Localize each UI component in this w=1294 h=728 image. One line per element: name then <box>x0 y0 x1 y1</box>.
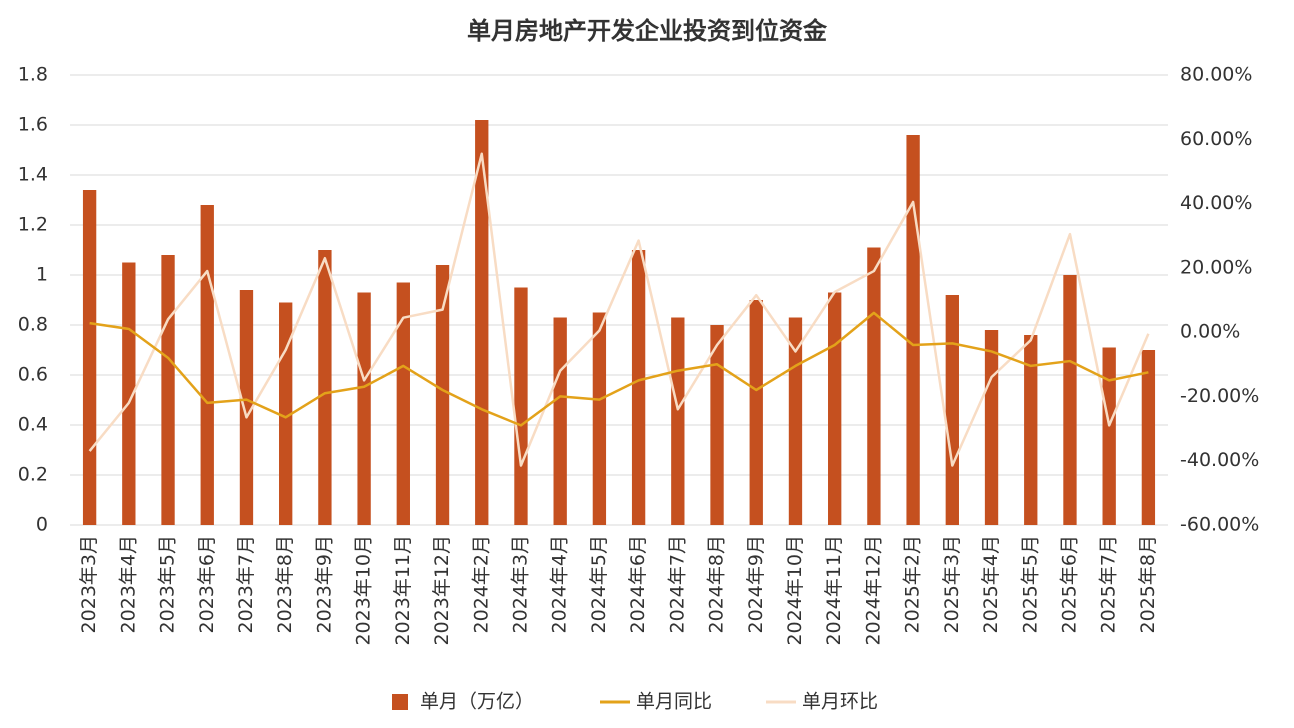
y-tick-label: 1.8 <box>18 64 48 86</box>
bar <box>200 205 214 525</box>
x-tick-label: 2023年6月 <box>196 535 218 633</box>
bar <box>906 135 920 525</box>
x-tick-label: 2023年11月 <box>392 535 414 646</box>
bar <box>514 287 528 525</box>
legend-swatch <box>392 694 408 710</box>
x-tick-label: 2024年10月 <box>784 535 806 646</box>
bar <box>82 190 97 525</box>
bar <box>475 120 489 525</box>
line <box>88 152 1150 467</box>
x-tick-label: 2025年7月 <box>1098 535 1120 633</box>
bar <box>396 282 410 525</box>
x-tick-label: 2024年11月 <box>823 535 845 646</box>
bar <box>435 265 450 525</box>
bar <box>1102 347 1116 525</box>
line <box>89 311 1149 427</box>
bar <box>984 330 999 525</box>
bar <box>671 317 685 525</box>
y-tick-label: 0.8 <box>18 314 48 336</box>
bar <box>1141 350 1156 525</box>
y-tick-label: 0.6 <box>18 364 48 386</box>
x-tick-label: 2025年6月 <box>1058 535 1080 633</box>
x-tick-label: 2023年4月 <box>117 535 139 633</box>
x-tick-label: 2025年5月 <box>1019 535 1041 633</box>
y2-tick-label: -40.00% <box>1180 449 1259 471</box>
x-tick-label: 2023年8月 <box>274 535 296 633</box>
bar <box>553 317 567 525</box>
bar <box>161 255 175 525</box>
y-tick-label: 1 <box>36 264 48 286</box>
bar <box>867 247 881 525</box>
legend-label: 单月同比 <box>636 691 712 713</box>
y2-tick-label: -60.00% <box>1180 514 1259 536</box>
y-tick-label: 1.6 <box>18 114 48 136</box>
bar <box>357 292 371 525</box>
y-tick-label: 0.4 <box>18 414 48 436</box>
y-tick-label: 1.2 <box>18 214 48 236</box>
bar <box>318 250 332 525</box>
x-tick-label: 2024年5月 <box>588 535 610 633</box>
x-tick-label: 2023年10月 <box>353 535 375 646</box>
x-tick-label: 2025年2月 <box>902 535 924 633</box>
x-tick-label: 2024年7月 <box>666 535 688 633</box>
bar <box>710 325 724 525</box>
y2-tick-label: -20.00% <box>1180 385 1259 407</box>
x-tick-label: 2024年6月 <box>627 535 649 633</box>
x-tick-label: 2023年5月 <box>157 535 179 633</box>
x-tick-label: 2025年8月 <box>1137 535 1159 633</box>
x-tick-label: 2024年4月 <box>549 535 571 633</box>
x-tick-label: 2024年12月 <box>862 535 884 646</box>
y2-tick-label: 20.00% <box>1180 256 1252 278</box>
bar <box>788 317 803 525</box>
bar <box>1024 335 1038 525</box>
y2-tick-label: 80.00% <box>1180 64 1252 86</box>
bar <box>631 250 646 525</box>
legend-label: 单月（万亿） <box>420 691 534 713</box>
bar <box>279 302 293 525</box>
bar <box>592 312 607 525</box>
x-tick-label: 2023年3月 <box>78 535 100 633</box>
x-tick-label: 2023年9月 <box>313 535 335 633</box>
bar <box>239 290 254 525</box>
y-tick-label: 0 <box>36 514 48 536</box>
bar <box>945 295 959 525</box>
chart-title: 单月房地产开发企业投资到位资金 <box>467 17 828 45</box>
y-tick-label: 1.4 <box>18 164 48 186</box>
x-tick-label: 2024年2月 <box>470 535 492 633</box>
x-tick-label: 2023年7月 <box>235 535 257 633</box>
y-tick-label: 0.2 <box>18 464 48 486</box>
x-tick-label: 2024年9月 <box>745 535 767 633</box>
bar <box>749 300 763 525</box>
bar <box>1063 275 1077 525</box>
legend-label: 单月环比 <box>802 691 878 713</box>
x-tick-label: 2024年3月 <box>509 535 531 633</box>
y2-tick-label: 0.00% <box>1180 321 1240 343</box>
x-tick-label: 2025年4月 <box>980 535 1002 633</box>
x-tick-label: 2024年8月 <box>706 535 728 633</box>
x-tick-label: 2025年3月 <box>941 535 963 633</box>
bar <box>828 292 842 525</box>
y2-tick-label: 60.00% <box>1180 128 1252 150</box>
y2-tick-label: 40.00% <box>1180 192 1252 214</box>
x-tick-label: 2023年12月 <box>431 535 453 646</box>
